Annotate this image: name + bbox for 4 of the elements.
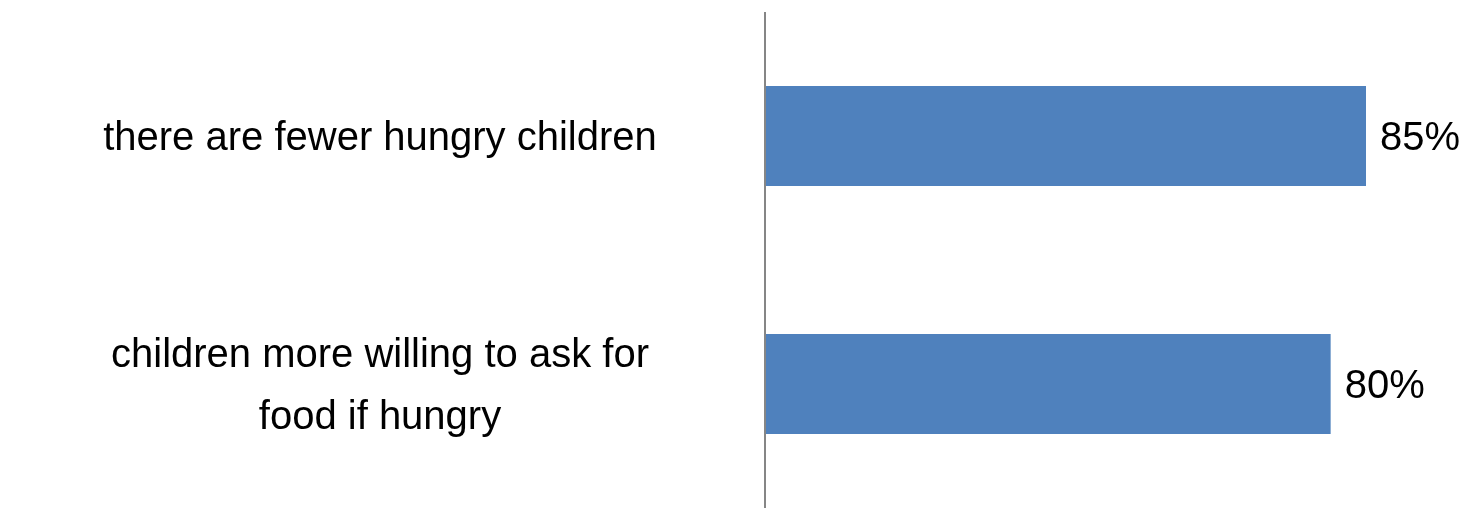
data-label: 80% [1344,362,1425,406]
y-tick-label: children more willing to ask for food if hungry [111,331,649,437]
data-label: 85% [1380,114,1461,158]
y-tick-label: there are fewer hungry children [103,114,657,158]
